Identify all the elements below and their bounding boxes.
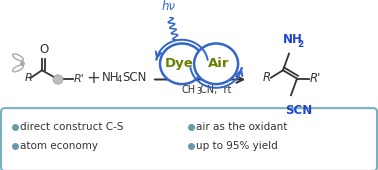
- Text: air as the oxidant: air as the oxidant: [196, 122, 287, 132]
- Text: atom economy: atom economy: [20, 141, 98, 151]
- Text: R': R': [74, 74, 85, 84]
- FancyBboxPatch shape: [1, 108, 377, 170]
- Text: 2: 2: [297, 40, 303, 49]
- Text: R: R: [263, 71, 271, 84]
- Text: direct construct C-S: direct construct C-S: [20, 122, 124, 132]
- Text: 4: 4: [117, 75, 122, 84]
- Text: up to 95% yield: up to 95% yield: [196, 141, 278, 151]
- Text: O: O: [39, 43, 48, 56]
- Text: CN,  rt: CN, rt: [200, 85, 231, 95]
- Text: 3: 3: [196, 87, 201, 96]
- Text: R: R: [25, 73, 33, 83]
- Text: CH: CH: [182, 85, 196, 95]
- Text: NH: NH: [102, 71, 119, 84]
- Text: SCN: SCN: [122, 71, 146, 84]
- Circle shape: [160, 44, 204, 84]
- Text: hν: hν: [162, 0, 176, 13]
- Text: Air: Air: [208, 57, 230, 70]
- Text: SCN: SCN: [285, 104, 312, 116]
- Text: R': R': [310, 72, 321, 85]
- Circle shape: [53, 75, 63, 84]
- Circle shape: [194, 44, 238, 84]
- Text: NH: NH: [283, 33, 303, 46]
- Text: Dye: Dye: [165, 57, 194, 70]
- Text: +: +: [86, 69, 100, 87]
